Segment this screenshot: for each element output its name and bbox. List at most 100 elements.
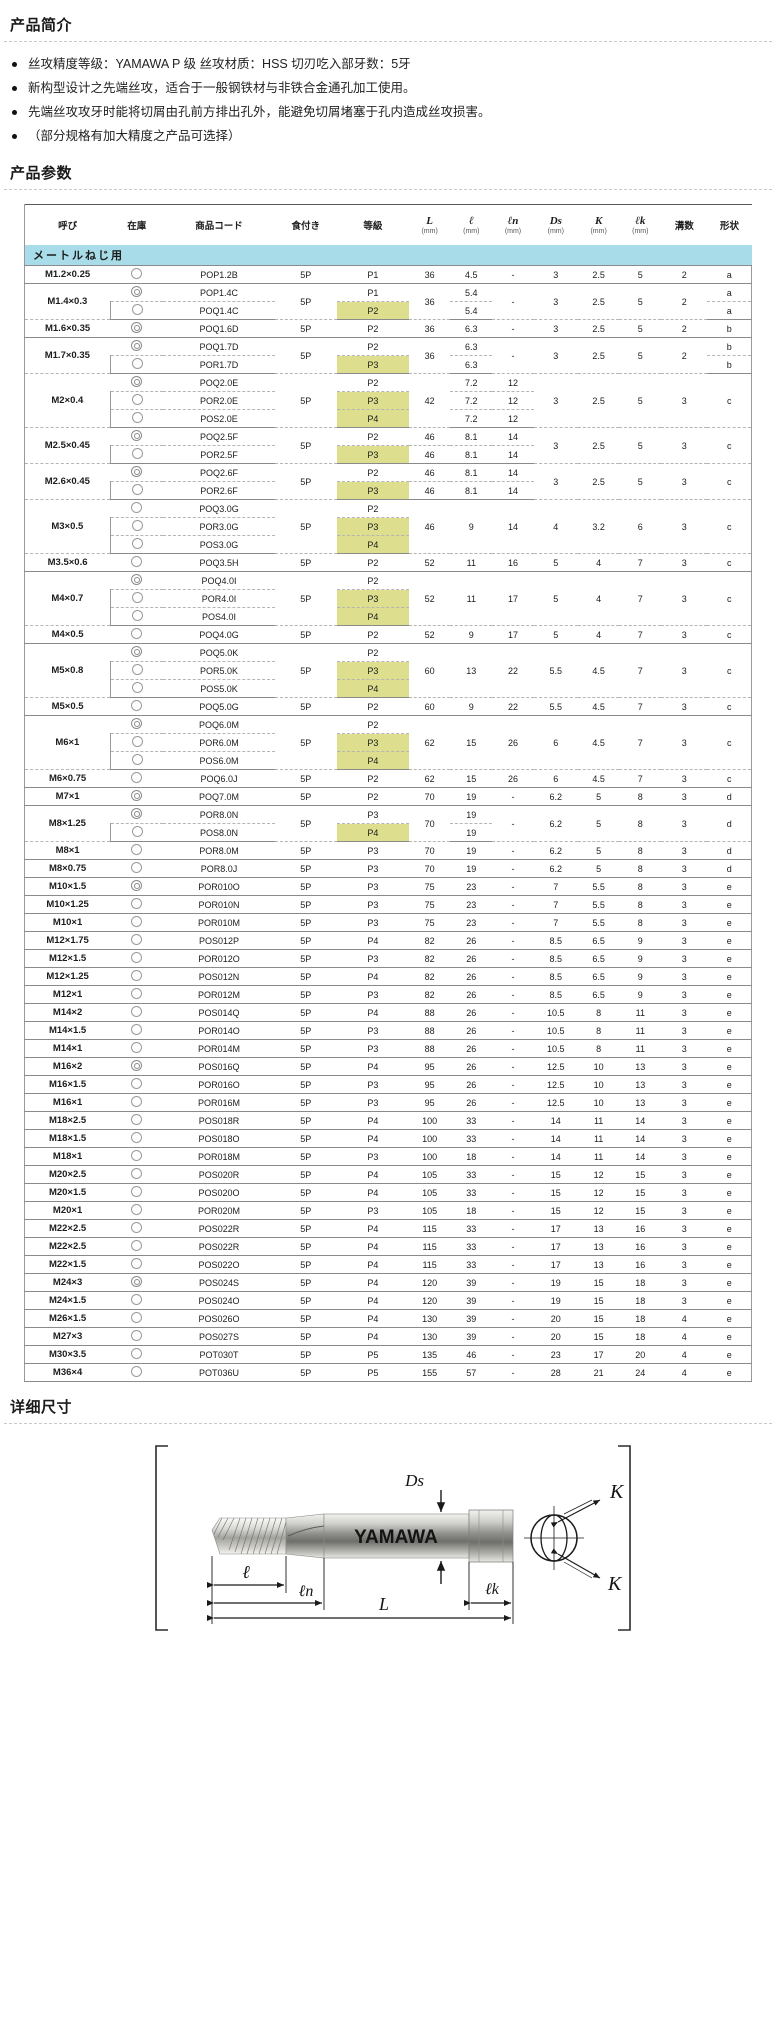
stock-status [110, 1183, 164, 1202]
grade: P3 [337, 1093, 409, 1112]
diameter-Ds: 12.5 [533, 1057, 578, 1076]
table-row: M10×1.25 POR010N 5P P3 75 23-7 5.5 8 3 e [24, 895, 753, 914]
shape-code: e [707, 1219, 753, 1238]
flute-count: 2 [661, 283, 708, 320]
stock-circle-icon [131, 484, 143, 495]
grade: P2 [337, 571, 409, 590]
square-K: 5.5 [577, 877, 620, 896]
table-row: M3.5×0.6 POQ3.5H 5P P2 52 11 16 5 4 7 3 c [24, 553, 753, 572]
table-row: M22×2.5 POS022R 5P P4 115 33-17 13 16 3 e [24, 1219, 753, 1238]
length-L: 82 [408, 985, 451, 1004]
square-K: 6.5 [577, 985, 620, 1004]
shape-code: c [707, 427, 753, 464]
length-lk: 8 [619, 877, 662, 896]
ds-dimension: Ds [404, 1471, 446, 1584]
col-header-12: 形状 [707, 204, 752, 245]
stock-status [109, 391, 164, 410]
table-row: POS4.0I P4 [25, 607, 752, 626]
stock-status [110, 1003, 164, 1022]
chamfer: 5P [274, 805, 338, 842]
size-designation: M24×3 [24, 1273, 111, 1292]
shape-code: c [707, 769, 753, 788]
grade: P3 [337, 985, 409, 1004]
grade: P3 [337, 517, 409, 536]
table-row: POR4.0I P3 [25, 589, 752, 608]
shape-code: e [707, 1183, 753, 1202]
shape-code: b [707, 337, 753, 356]
size-designation: M2.6×0.45 [24, 463, 111, 500]
length-L: 70 [408, 859, 451, 878]
diameter-Ds: 15 [533, 1183, 578, 1202]
length-l: 33 [450, 1237, 493, 1256]
stock-circle-icon [131, 1294, 143, 1305]
table-row: M4×0.5 POQ4.0G 5P P2 52 9 17 5 4 7 3 c [24, 625, 753, 644]
length-ln: 14 [492, 427, 534, 446]
stock-circle-icon [131, 592, 143, 603]
product-code: POP1.2B [163, 265, 275, 284]
dims-divider [4, 1423, 772, 1424]
length-lk: 14 [619, 1111, 662, 1130]
product-code: POQ2.5F [163, 427, 275, 446]
grade: P2 [337, 625, 409, 644]
length-L: 70 [408, 805, 451, 842]
grade: P3 [337, 895, 409, 914]
length-L: 130 [408, 1309, 451, 1328]
col-header-symbol: ℓn [507, 215, 519, 227]
stock-status [110, 625, 164, 644]
chamfer: 5P [274, 571, 338, 626]
flute-count: 3 [661, 1039, 708, 1058]
col-header-unit: (mm) [590, 228, 607, 235]
product-code: POQ6.0J [163, 769, 275, 788]
length-ln: - [492, 1093, 534, 1112]
table-row: M8×1 POR8.0M 5P P3 70 19-6.2 5 8 3 d [24, 841, 753, 860]
stock-status [110, 1057, 164, 1076]
chamfer: 5P [274, 337, 338, 374]
product-code: POS012P [163, 931, 275, 950]
stock-status [110, 553, 164, 572]
col-header-symbol: Ds [549, 215, 562, 227]
product-code: POT030T [163, 1345, 275, 1364]
length-l: 19 [450, 805, 493, 824]
size-designation: M8×1 [24, 841, 111, 860]
stock-circle-icon [131, 1042, 143, 1053]
dims-title: 详细尺寸 [10, 1399, 73, 1416]
stock-circle-icon [131, 898, 143, 909]
length-L: 100 [408, 1147, 451, 1166]
table-row: M14×1 POR014M 5P P3 88 26-10.5 8 11 3 e [24, 1039, 753, 1058]
grade: P2 [337, 697, 409, 716]
grade: P2 [337, 301, 409, 320]
table-row: M20×1.5 POS020O 5P P4 105 33-15 12 15 3 e [24, 1183, 753, 1202]
flute-count: 3 [661, 787, 708, 806]
length-L: 75 [408, 877, 451, 896]
shape-code: e [707, 1309, 753, 1328]
product-code: POS4.0I [163, 607, 275, 626]
length-L: 46 [408, 427, 451, 446]
length-L: 100 [408, 1111, 451, 1130]
stock-status [110, 499, 164, 518]
diameter-Ds: 5 [533, 625, 578, 644]
length-ln: - [492, 1165, 534, 1184]
grade: P3 [337, 859, 409, 878]
stock-status [110, 1147, 164, 1166]
table-row: POS2.0E P4 7.2 12 [25, 409, 752, 428]
stock-double-circle-icon [131, 322, 143, 333]
frame-bracket-right [618, 1445, 631, 1631]
length-l: 39 [450, 1291, 493, 1310]
shape-code: e [707, 1327, 753, 1346]
size-designation: M8×1.25 [24, 805, 111, 842]
table-row: M22×1.5 POS022O 5P P4 115 33-17 13 16 3 e [24, 1255, 753, 1274]
l-dimension: ℓ [206, 1556, 287, 1593]
stock-circle-icon [131, 934, 143, 945]
length-lk: 5 [619, 373, 662, 428]
length-L: 36 [408, 319, 451, 338]
shape-code: c [707, 715, 753, 770]
stock-status [110, 337, 164, 356]
k-top-label: K [609, 1481, 625, 1503]
product-code: POS026O [163, 1309, 275, 1328]
square-K: 8 [577, 1039, 620, 1058]
size-designation: M14×2 [24, 1003, 111, 1022]
stock-circle-icon [131, 268, 143, 279]
grade: P3 [337, 949, 409, 968]
category-label: メートルねじ用 [24, 245, 752, 266]
grade: P5 [337, 1345, 409, 1364]
